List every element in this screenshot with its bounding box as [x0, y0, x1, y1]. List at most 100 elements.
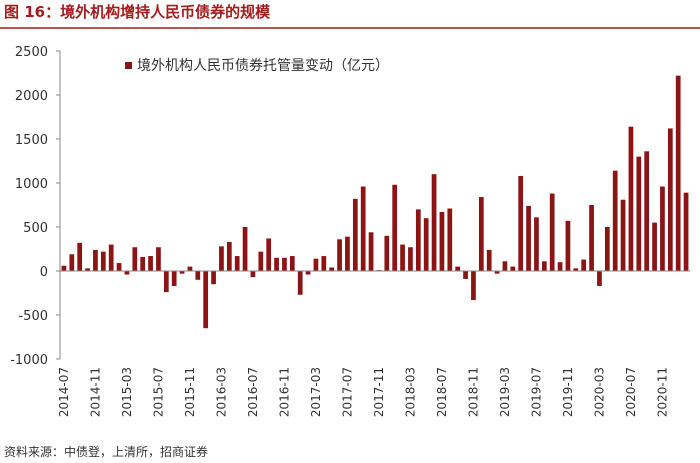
bar	[282, 257, 287, 271]
bar	[675, 75, 681, 271]
bar	[234, 256, 240, 271]
y-tick-label: -500	[18, 309, 48, 324]
x-tick-label: 2019-03	[498, 367, 512, 417]
bar	[100, 251, 106, 271]
y-tick-label: 0	[40, 265, 48, 280]
bar	[219, 246, 224, 271]
y-tick-label: 2500	[15, 45, 48, 60]
x-tick-label: 2020-11	[655, 367, 669, 417]
x-tick-label: 2017-11	[372, 367, 386, 417]
bar	[156, 247, 161, 271]
x-tick-label: 2017-07	[340, 367, 354, 417]
bar	[289, 256, 295, 271]
bar	[274, 257, 279, 271]
bar	[415, 209, 421, 271]
bar	[132, 247, 138, 271]
y-tick-label: 1000	[15, 177, 48, 192]
x-tick-label: 2014-11	[88, 367, 102, 417]
bar	[400, 244, 405, 271]
bar	[565, 220, 571, 271]
bar	[549, 193, 555, 271]
bar	[266, 238, 272, 271]
bar	[660, 186, 665, 271]
bar	[510, 266, 516, 271]
bar	[612, 170, 618, 271]
bar	[604, 227, 610, 271]
bar	[171, 271, 177, 286]
bar	[534, 217, 539, 271]
bar	[463, 271, 468, 279]
bar	[408, 247, 413, 271]
x-tick-label: 2014-07	[57, 367, 71, 417]
source-note: 资料来源：中债登，上清所，招商证券	[4, 444, 208, 459]
bar	[494, 271, 500, 274]
bar	[628, 126, 634, 272]
bar	[439, 212, 445, 271]
bar	[360, 186, 366, 271]
bar	[305, 271, 311, 275]
bar	[502, 261, 508, 271]
y-tick-label: 500	[23, 221, 48, 236]
bar	[455, 266, 461, 271]
bar	[368, 232, 374, 271]
y-tick-label: -1000	[10, 353, 48, 368]
bar	[573, 268, 579, 271]
bar	[329, 267, 335, 271]
bar	[116, 263, 122, 271]
bar	[203, 271, 209, 329]
bar	[620, 199, 626, 271]
bar	[636, 156, 642, 271]
bar	[93, 249, 98, 271]
bar	[471, 271, 476, 301]
bar	[124, 271, 130, 275]
x-tick-label: 2015-07	[151, 367, 165, 417]
bar	[211, 271, 216, 285]
bar	[313, 258, 319, 271]
x-tick-label: 2018-11	[466, 367, 480, 417]
x-tick-label: 2015-03	[120, 367, 134, 417]
bar	[581, 259, 587, 271]
bar	[683, 192, 689, 271]
bar	[526, 205, 531, 271]
x-tick-label: 2020-03	[592, 367, 606, 417]
bar	[108, 244, 114, 271]
bar	[667, 128, 673, 271]
bar	[179, 271, 185, 274]
bar	[478, 197, 484, 271]
x-tick-label: 2019-11	[561, 367, 575, 417]
bar	[148, 256, 153, 271]
bar	[69, 254, 75, 271]
bar	[447, 208, 453, 271]
x-tick-label: 2016-03	[214, 367, 228, 417]
bar	[61, 265, 67, 271]
bar	[486, 249, 492, 271]
bar	[163, 271, 169, 293]
x-tick-label: 2017-03	[309, 367, 323, 417]
bar	[258, 251, 264, 271]
bar	[187, 266, 193, 271]
bar	[345, 236, 350, 271]
bar	[77, 242, 83, 271]
x-tick-label: 2016-07	[246, 367, 260, 417]
bar	[557, 262, 563, 271]
chart-title: 图 16：境外机构增持人民币债券的规模	[4, 3, 271, 21]
bar	[392, 184, 398, 271]
x-tick-label: 2020-07	[624, 367, 638, 417]
bar	[352, 198, 358, 271]
y-tick-label: 1500	[15, 133, 48, 148]
bar	[140, 256, 146, 271]
legend-label: 境外机构人民币债券托管量变动（亿元）	[137, 58, 389, 74]
bar	[644, 151, 650, 271]
bar	[423, 218, 429, 271]
bar	[384, 235, 390, 271]
bar	[297, 271, 303, 295]
bar	[321, 256, 327, 271]
bar	[250, 271, 256, 278]
bar	[652, 222, 657, 271]
bar	[589, 205, 594, 271]
x-tick-label: 2015-11	[183, 367, 197, 417]
legend-swatch	[125, 62, 132, 69]
bar	[518, 175, 524, 271]
bar	[242, 227, 248, 271]
